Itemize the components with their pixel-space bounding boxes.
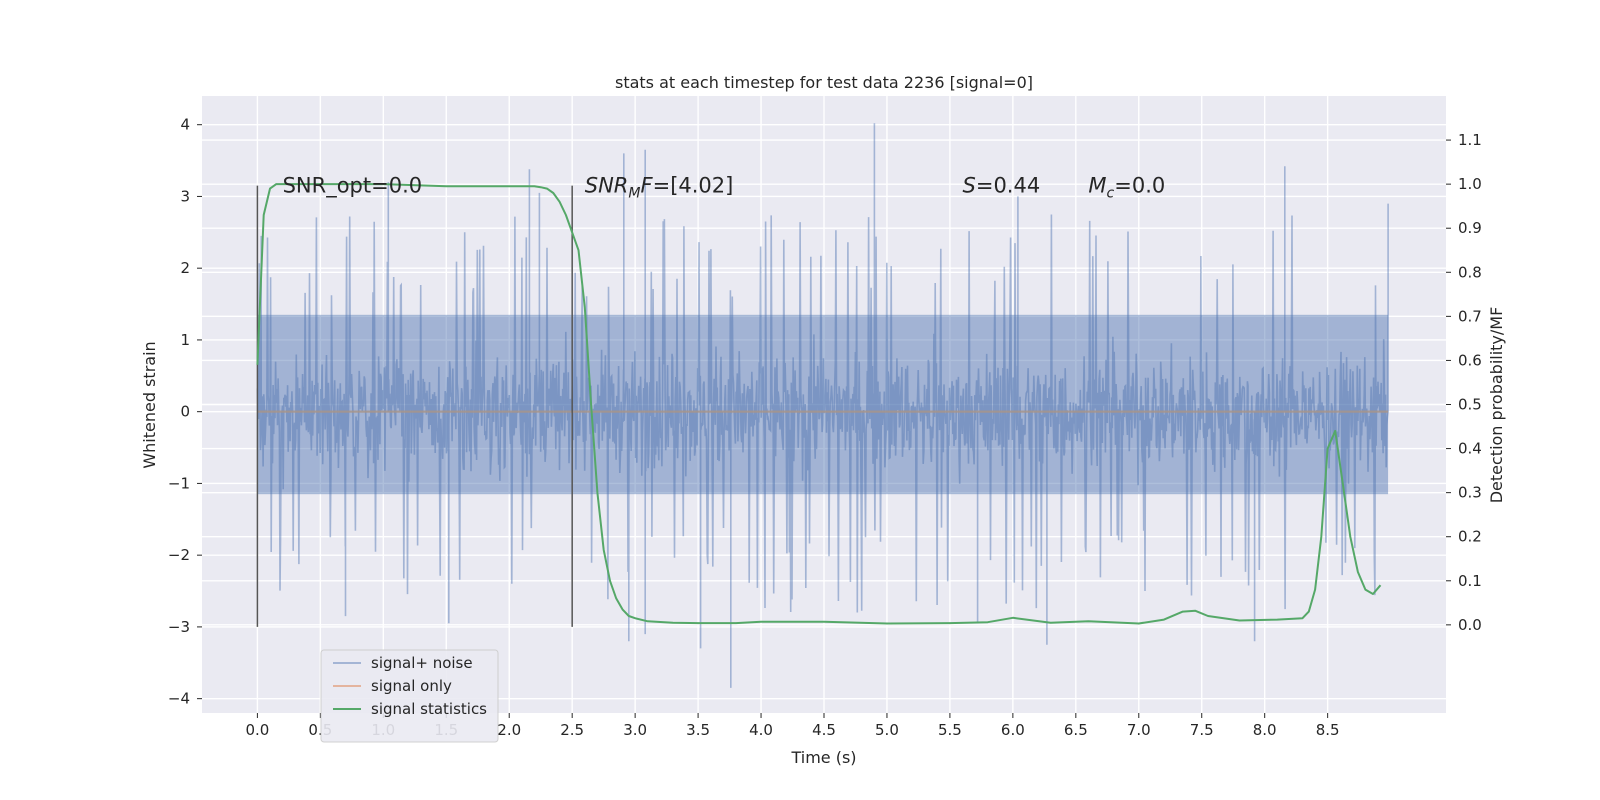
x-tick-label: 3.0 (623, 721, 647, 739)
y-tick-label: 3 (180, 187, 190, 205)
x-tick-label: 8.5 (1316, 721, 1340, 739)
chart-title: stats at each timestep for test data 223… (615, 73, 1033, 92)
noise-band (257, 314, 1389, 495)
legend: signal+ noise signal only signal statist… (320, 649, 499, 743)
annotation-text: S=0.44 (963, 174, 1041, 198)
legend-box (320, 649, 499, 743)
legend-label-signal-plus-noise: signal+ noise (371, 654, 473, 672)
x-tick-label: 6.5 (1064, 721, 1088, 739)
y-right-tick-label: 0.0 (1458, 616, 1482, 634)
annotation-text: SNR_opt=0.0 (283, 174, 423, 199)
y-right-tick-label: 0.2 (1458, 528, 1482, 546)
y-right-tick-label: 0.1 (1458, 572, 1482, 590)
y-axis-ticks: 4 3 2 1 0 −1 −2 −3 −4 (168, 116, 202, 708)
annotations: SNR_opt=0.0 SNRMF=[4.02] S=0.44 Mc=0.0 (283, 174, 1166, 202)
x-axis-label: Time (s) (790, 748, 856, 767)
x-tick-label: 5.0 (875, 721, 899, 739)
x-tick-label: 7.5 (1190, 721, 1214, 739)
x-tick-label: 8.0 (1253, 721, 1277, 739)
y-tick-label: −1 (168, 474, 190, 492)
x-tick-label: 6.0 (1001, 721, 1025, 739)
y-right-tick-label: 0.3 (1458, 484, 1482, 502)
x-tick-label: 4.0 (749, 721, 773, 739)
vertical-markers (256, 185, 573, 627)
x-tick-label: 3.5 (686, 721, 710, 739)
x-tick-label: 4.5 (812, 721, 836, 739)
y-right-tick-label: 1.0 (1458, 175, 1482, 193)
y-tick-label: 0 (180, 403, 190, 421)
y-tick-label: 1 (180, 331, 190, 349)
y-right-axis-label: Detection probability/MF (1487, 307, 1506, 504)
legend-label-signal-statistics: signal statistics (371, 700, 487, 718)
y-right-tick-label: 0.6 (1458, 351, 1482, 369)
series-signal-statistics (256, 183, 1382, 625)
legend-label-signal-only: signal only (371, 677, 452, 695)
x-tick-label: 5.5 (938, 721, 962, 739)
y-right-tick-label: 0.7 (1458, 307, 1482, 325)
y-right-tick-label: 0.5 (1458, 396, 1482, 414)
y-tick-label: −4 (168, 690, 190, 708)
grid-lines (202, 96, 1446, 713)
signal-statistics-line (256, 183, 1382, 625)
x-tick-label: 2.5 (560, 721, 584, 739)
y-tick-label: −3 (168, 618, 190, 636)
y-tick-label: 2 (180, 259, 190, 277)
y-right-axis-ticks: 1.1 1.0 0.9 0.8 0.7 0.6 0.5 0.4 0.3 0.2 0.1 0.0 (1446, 131, 1482, 634)
annotation-text: Mc=0.0 (1088, 174, 1165, 202)
y-tick-label: 4 (180, 116, 190, 134)
noise-trace (256, 123, 1389, 688)
y-right-tick-label: 0.4 (1458, 440, 1482, 458)
y-right-tick-label: 0.9 (1458, 219, 1482, 237)
x-tick-label: 7.0 (1127, 721, 1151, 739)
y-tick-label: −2 (168, 546, 190, 564)
annotation-text: SNRMF=[4.02] (585, 174, 734, 202)
x-tick-label: 2.0 (497, 721, 521, 739)
series-signal-plus-noise (256, 123, 1389, 688)
y-right-tick-label: 1.1 (1458, 131, 1482, 149)
x-tick-label: 0.0 (245, 721, 269, 739)
y-axis-label: Whitened strain (140, 341, 159, 468)
y-right-tick-label: 0.8 (1458, 263, 1482, 281)
